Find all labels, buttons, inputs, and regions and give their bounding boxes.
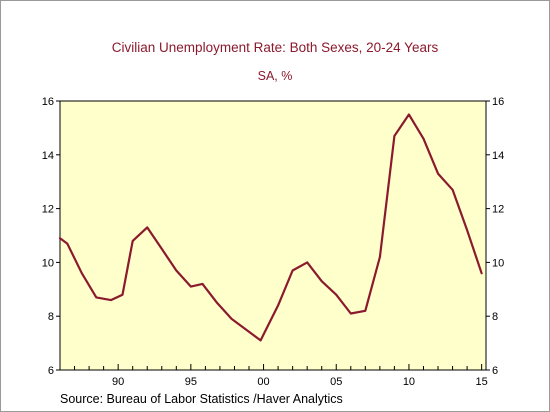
y-tick-label-left: 16 (42, 96, 54, 108)
y-tick-label-right: 10 (492, 257, 504, 269)
y-tick-label-right: 14 (492, 150, 504, 162)
y-tick-label-left: 14 (42, 150, 54, 162)
y-tick-label-left: 6 (48, 365, 54, 377)
y-tick-label-right: 12 (492, 204, 504, 216)
x-tick-label-95: 95 (185, 376, 197, 388)
y-tick-label-right: 16 (492, 96, 504, 108)
chart-title: Civilian Unemployment Rate: Both Sexes, … (111, 40, 439, 55)
plot-area (59, 100, 487, 371)
chart-source: Source: Bureau of Labor Statistics /Have… (60, 392, 343, 406)
y-tick-label-right: 8 (492, 311, 498, 323)
x-tick-label-10: 10 (403, 376, 415, 388)
right-axis: 6 8 10 12 14 16 (486, 96, 504, 377)
y-tick-label-left: 10 (42, 257, 54, 269)
x-tick-label-05: 05 (330, 376, 342, 388)
x-tick-label-90: 90 (112, 376, 124, 388)
bottom-axis: 90 95 00 05 10 15 (59, 364, 488, 388)
y-tick-label-left: 12 (42, 204, 54, 216)
y-tick-label-left: 8 (48, 311, 54, 323)
chart-subtitle: SA, % (257, 69, 293, 83)
left-axis: 6 8 10 12 14 16 (42, 96, 60, 377)
y-tick-label-right: 6 (492, 365, 498, 377)
x-tick-label-00: 00 (257, 376, 269, 388)
x-tick-label-15: 15 (476, 376, 488, 388)
series-line (58, 113, 483, 342)
